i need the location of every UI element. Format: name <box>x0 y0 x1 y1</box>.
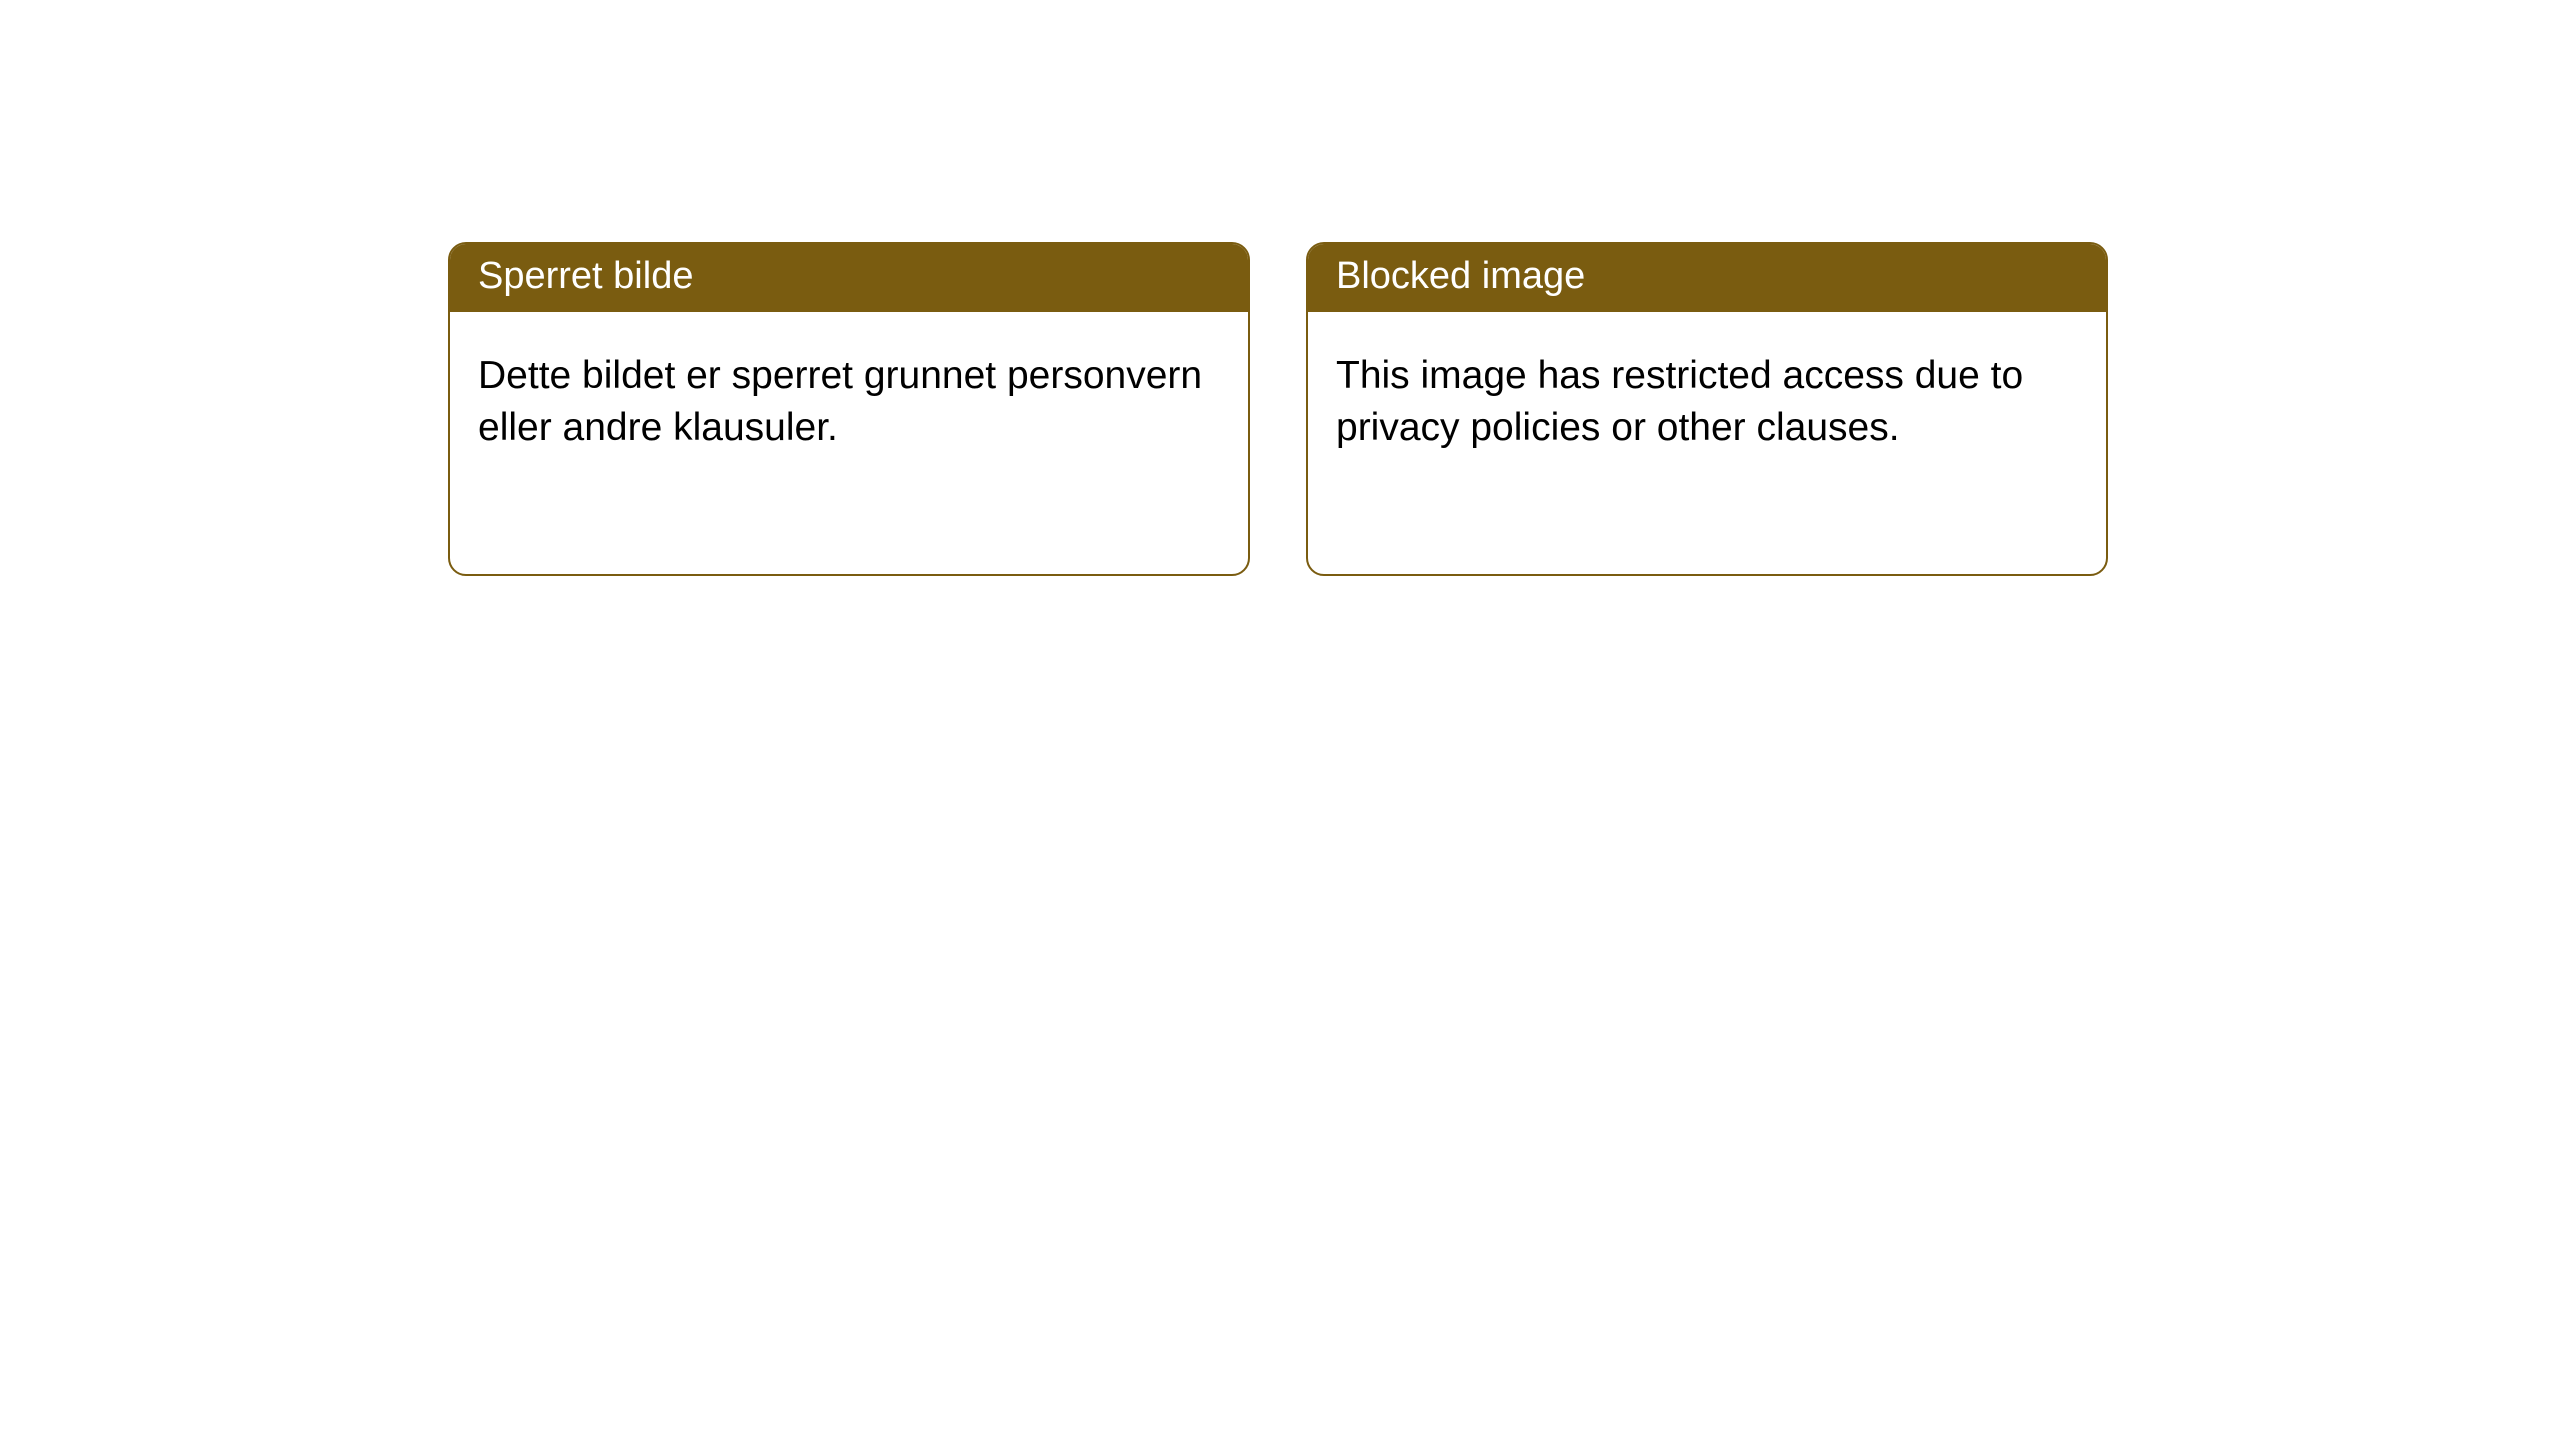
notice-card-english: Blocked image This image has restricted … <box>1306 242 2108 576</box>
notice-card-norwegian: Sperret bilde Dette bildet er sperret gr… <box>448 242 1250 576</box>
notice-cards-container: Sperret bilde Dette bildet er sperret gr… <box>448 242 2108 576</box>
card-body: Dette bildet er sperret grunnet personve… <box>450 312 1248 493</box>
card-header: Sperret bilde <box>450 244 1248 312</box>
card-header: Blocked image <box>1308 244 2106 312</box>
card-body: This image has restricted access due to … <box>1308 312 2106 493</box>
